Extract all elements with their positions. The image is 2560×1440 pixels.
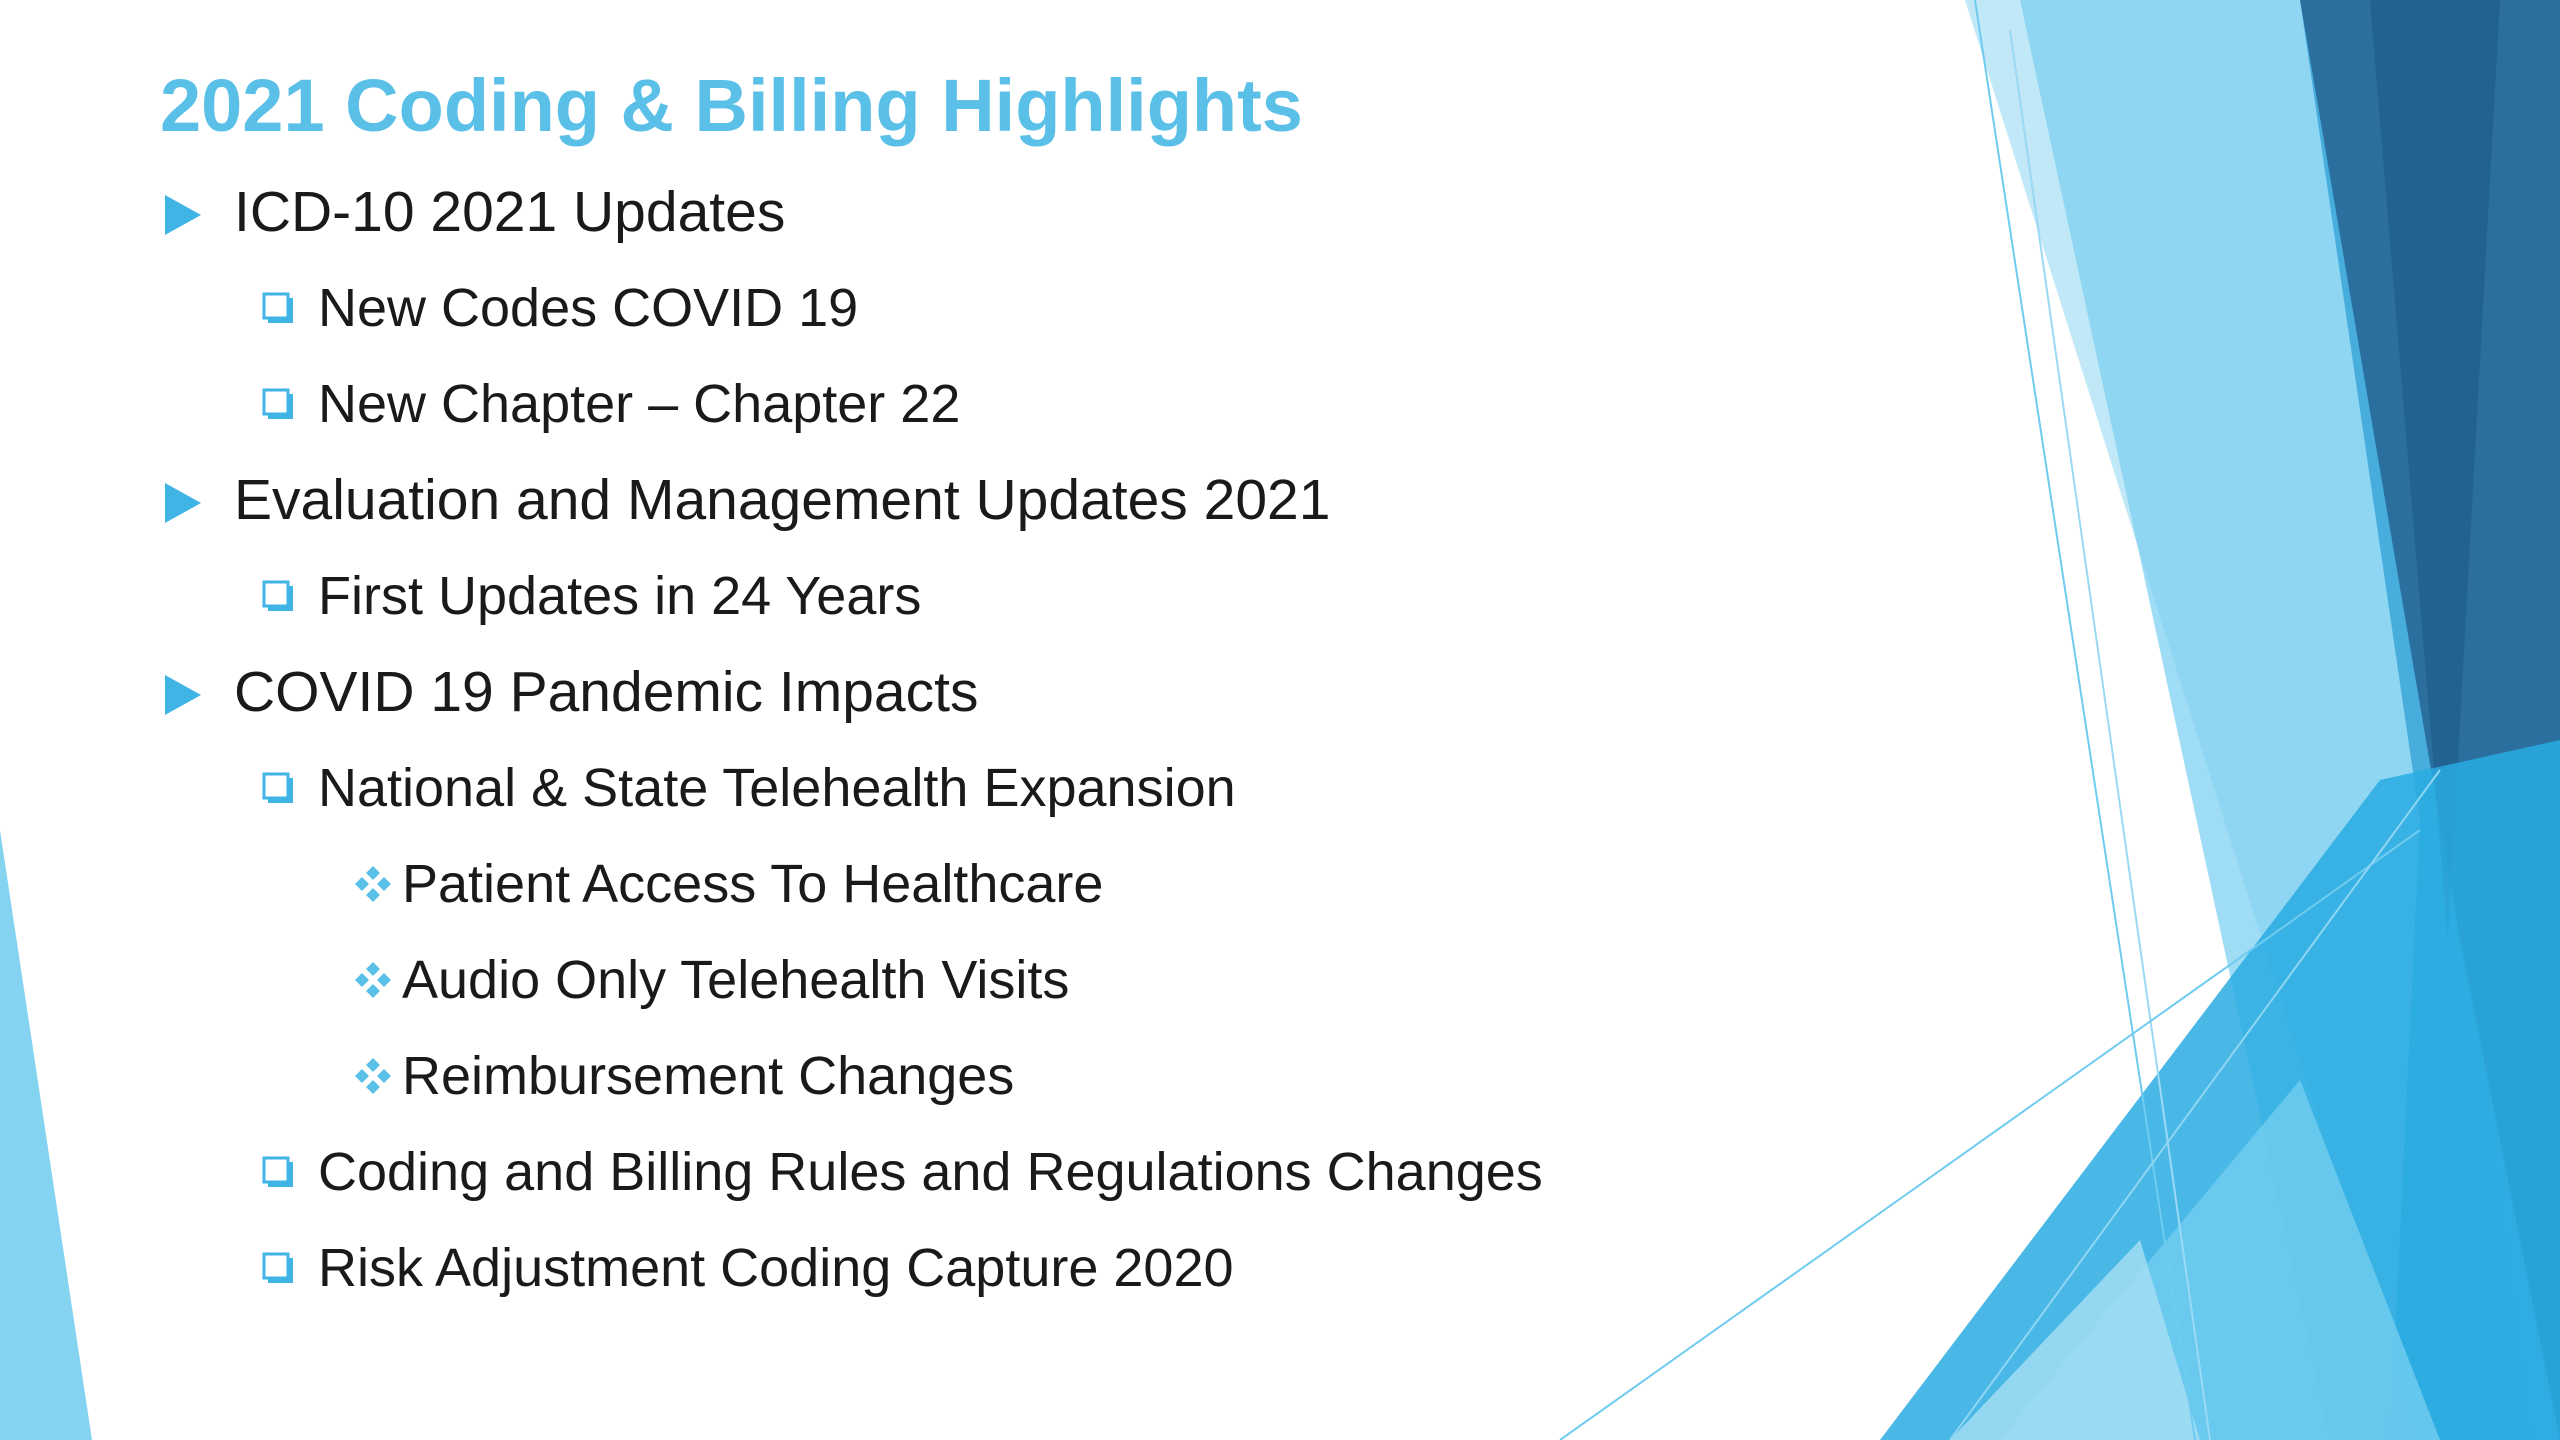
diamond-bullet-icon: [355, 962, 391, 998]
list-item-text: National & State Telehealth Expansion: [318, 758, 1236, 818]
bullet-list: ICD-10 2021 Updates New Codes COVID 19 N…: [0, 164, 2000, 1316]
list-item: Evaluation and Management Updates 2021: [0, 452, 2000, 548]
square-bullet-icon: [262, 292, 293, 323]
list-item-text: COVID 19 Pandemic Impacts: [234, 660, 979, 724]
triangle-bullet-icon: [165, 195, 201, 235]
list-item: National & State Telehealth Expansion: [0, 740, 2000, 836]
list-item-text: Reimbursement Changes: [402, 1046, 1015, 1106]
square-bullet-icon: [262, 772, 293, 803]
diamond-bullet-icon: [355, 1058, 391, 1094]
list-item: New Chapter – Chapter 22: [0, 356, 2000, 452]
square-bullet-icon: [262, 580, 293, 611]
list-item-text: ICD-10 2021 Updates: [234, 180, 786, 244]
list-item-text: Risk Adjustment Coding Capture 2020: [318, 1238, 1234, 1298]
list-item: Coding and Billing Rules and Regulations…: [0, 1124, 2000, 1220]
list-item: ICD-10 2021 Updates: [0, 164, 2000, 260]
list-item-text: Audio Only Telehealth Visits: [402, 950, 1070, 1010]
square-bullet-icon: [262, 1156, 293, 1187]
accent-line-3: [1559, 829, 2421, 1440]
list-item: New Codes COVID 19: [0, 260, 2000, 356]
list-item: Audio Only Telehealth Visits: [0, 932, 2000, 1028]
slide-title: 2021 Coding & Billing Highlights: [160, 64, 1303, 147]
list-item: First Updates in 24 Years: [0, 548, 2000, 644]
list-item: Patient Access To Healthcare: [0, 836, 2000, 932]
triangle-bullet-icon: [165, 483, 201, 523]
accent-line-1: [1974, 0, 2196, 1440]
list-item: Risk Adjustment Coding Capture 2020: [0, 1220, 2000, 1316]
left-edge-shape: [0, 830, 92, 1440]
triangle-bullet-icon: [165, 675, 201, 715]
list-item-text: New Chapter – Chapter 22: [318, 374, 961, 434]
bottom-facet-pale: [1950, 1240, 2200, 1440]
accent-line-2: [2009, 29, 2211, 1440]
list-item: Reimbursement Changes: [0, 1028, 2000, 1124]
list-item: COVID 19 Pandemic Impacts: [0, 644, 2000, 740]
list-item-text: Evaluation and Management Updates 2021: [234, 468, 1331, 532]
right-facet-darkest: [2370, 0, 2500, 940]
list-item-text: First Updates in 24 Years: [318, 566, 922, 626]
square-bullet-icon: [262, 1252, 293, 1283]
list-item-text: New Codes COVID 19: [318, 278, 859, 338]
list-item-text: Coding and Billing Rules and Regulations…: [318, 1142, 1543, 1202]
list-item-text: Patient Access To Healthcare: [402, 854, 1104, 914]
square-bullet-icon: [262, 388, 293, 419]
bottom-facet-bright: [1880, 740, 2560, 1440]
accent-line-4: [1949, 769, 2441, 1440]
diamond-bullet-icon: [355, 866, 391, 902]
